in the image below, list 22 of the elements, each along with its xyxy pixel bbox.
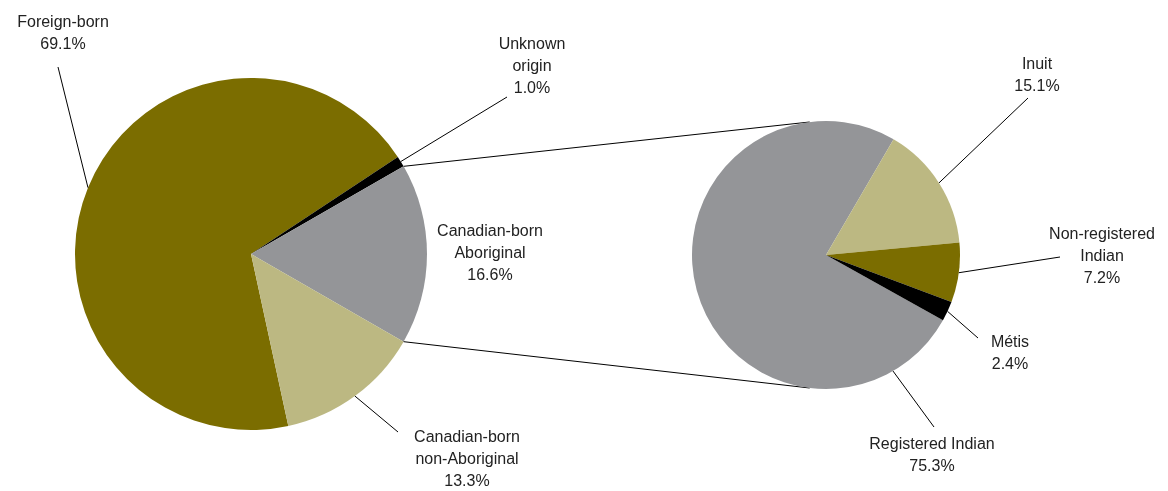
data-label: 16.6%	[467, 266, 513, 283]
slice-label: Registered Indian	[869, 435, 995, 452]
pie-slice	[251, 254, 404, 426]
slice-label: Canadian-born non-Aboriginal	[414, 428, 520, 467]
pie-slice	[251, 166, 427, 342]
slice-label: Inuit	[1021, 55, 1053, 72]
slice-label: Non-registered Indian	[1049, 225, 1155, 264]
pie-slice	[692, 121, 943, 389]
data-label: 75.3%	[909, 457, 955, 474]
data-label: 13.3%	[444, 472, 490, 489]
slice-label: Métis	[990, 333, 1030, 350]
data-label: 1.0%	[513, 79, 551, 96]
slice-label: Canadian-born Aboriginal	[437, 222, 543, 261]
pie-slice	[75, 78, 398, 430]
slice-label: Foreign-born	[17, 13, 109, 30]
slice-label: Unknown origin	[498, 35, 566, 74]
pie-slice	[826, 139, 960, 255]
data-label: 69.1%	[40, 35, 86, 52]
pie-slice	[826, 242, 960, 303]
data-label: 7.2%	[1083, 269, 1121, 286]
data-label: 2.4%	[991, 355, 1029, 372]
data-label: 15.1%	[1014, 77, 1060, 94]
